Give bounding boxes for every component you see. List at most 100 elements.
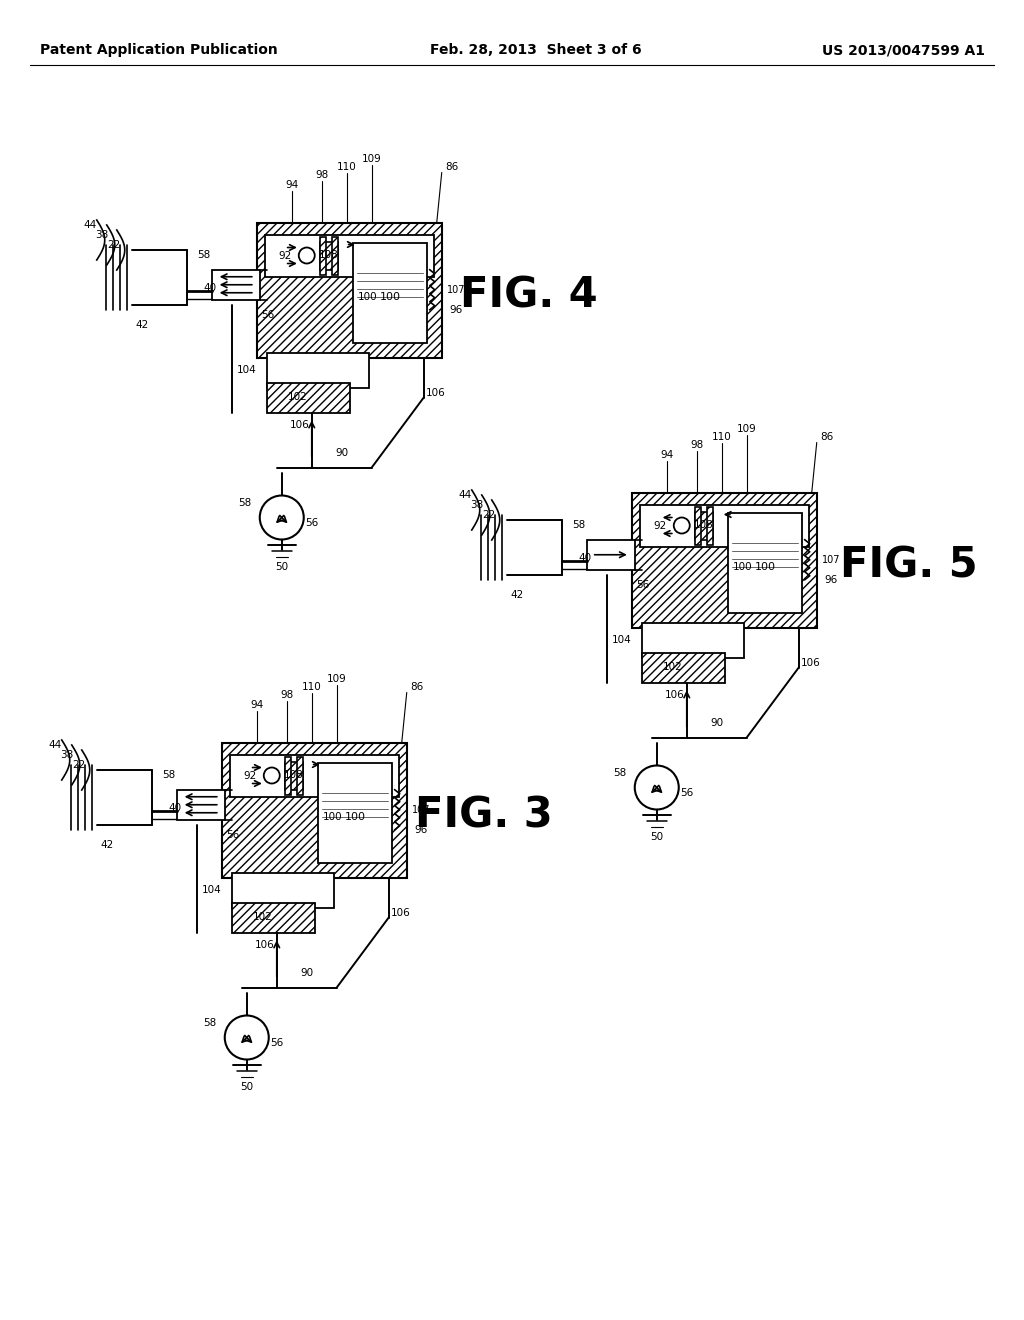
Bar [177,789,224,820]
Text: 56: 56 [226,830,240,840]
Text: 44: 44 [48,741,61,750]
Text: 107: 107 [446,285,465,294]
Text: 58: 58 [572,520,586,531]
Text: 56: 56 [261,310,274,319]
Text: 109: 109 [361,153,382,164]
Text: 100: 100 [755,562,775,573]
Bar [265,235,434,276]
Text: 58: 58 [613,767,627,777]
Text: 107: 107 [821,554,840,565]
Circle shape [635,766,679,809]
Text: 100: 100 [358,292,378,302]
Bar [642,623,743,657]
Bar [632,492,817,627]
Text: 108: 108 [284,771,304,780]
Text: 44: 44 [458,490,471,500]
Text: 38: 38 [60,750,74,760]
Text: 90: 90 [335,447,348,458]
Text: 106: 106 [801,657,820,668]
Text: 109: 109 [327,673,347,684]
Text: 100: 100 [344,813,366,822]
Text: 94: 94 [250,700,263,710]
Text: 104: 104 [612,635,632,645]
Bar [317,763,392,862]
Text: 58: 58 [204,1018,217,1027]
Text: 42: 42 [510,590,523,601]
Text: 110: 110 [337,161,356,172]
Text: 100: 100 [380,293,400,302]
Text: 50: 50 [275,561,289,572]
Text: 56: 56 [270,1038,284,1048]
Text: FIG. 5: FIG. 5 [840,544,978,586]
Bar [640,504,809,546]
Text: Feb. 28, 2013  Sheet 3 of 6: Feb. 28, 2013 Sheet 3 of 6 [430,44,642,57]
Text: 92: 92 [279,251,292,261]
Text: 98: 98 [315,169,329,180]
Text: 96: 96 [450,305,463,315]
Text: 40: 40 [579,553,592,564]
Bar [332,236,338,275]
Text: 58: 58 [162,770,175,780]
Text: 86: 86 [445,162,459,173]
Text: 44: 44 [83,220,96,230]
Text: 102: 102 [288,392,307,403]
Text: 58: 58 [198,249,210,260]
Text: 108: 108 [318,251,339,260]
Bar [728,512,802,612]
Text: 38: 38 [95,230,109,240]
Bar [229,755,398,796]
Text: 96: 96 [414,825,427,836]
Bar [231,903,315,932]
Text: 106: 106 [665,689,685,700]
Text: 50: 50 [241,1081,253,1092]
Bar [707,507,713,544]
Text: 96: 96 [824,576,838,585]
Text: US 2013/0047599 A1: US 2013/0047599 A1 [822,44,985,57]
Text: FIG. 4: FIG. 4 [460,275,598,315]
Text: 102: 102 [252,912,272,923]
Text: FIG. 3: FIG. 3 [415,795,553,836]
Bar [353,243,427,342]
Circle shape [299,248,314,264]
Text: 98: 98 [690,440,703,450]
Text: 90: 90 [711,718,723,727]
Circle shape [674,517,690,533]
Bar [266,352,369,388]
Text: 56: 56 [305,517,318,528]
Text: 106: 106 [290,420,309,429]
Bar [642,652,725,682]
Circle shape [224,1015,268,1060]
Bar [231,873,334,908]
Text: 102: 102 [663,663,682,672]
Text: Patent Application Publication: Patent Application Publication [40,44,278,57]
Text: 90: 90 [300,968,313,978]
Bar [319,236,326,275]
Text: 108: 108 [694,520,714,531]
Text: 40: 40 [204,282,217,293]
Bar [285,762,303,789]
Bar [319,242,338,269]
Text: 106: 106 [255,940,274,949]
Text: 40: 40 [169,803,181,813]
Bar [266,383,350,412]
Text: 42: 42 [100,840,114,850]
Text: 86: 86 [820,433,834,442]
Text: 56: 56 [680,788,693,797]
Text: 100: 100 [323,812,343,822]
Text: 107: 107 [412,805,430,814]
Text: 98: 98 [281,689,293,700]
Bar [212,269,260,300]
Text: 94: 94 [285,180,298,190]
Text: 106: 106 [426,388,445,397]
Text: 110: 110 [712,432,731,441]
Circle shape [260,495,304,540]
Bar [222,742,407,878]
Text: 104: 104 [237,366,257,375]
Text: 58: 58 [239,498,252,507]
Text: 56: 56 [636,579,649,590]
Text: 106: 106 [391,908,411,917]
Bar [587,540,635,570]
Bar [297,756,303,795]
Bar [285,756,291,795]
Bar [694,507,700,544]
